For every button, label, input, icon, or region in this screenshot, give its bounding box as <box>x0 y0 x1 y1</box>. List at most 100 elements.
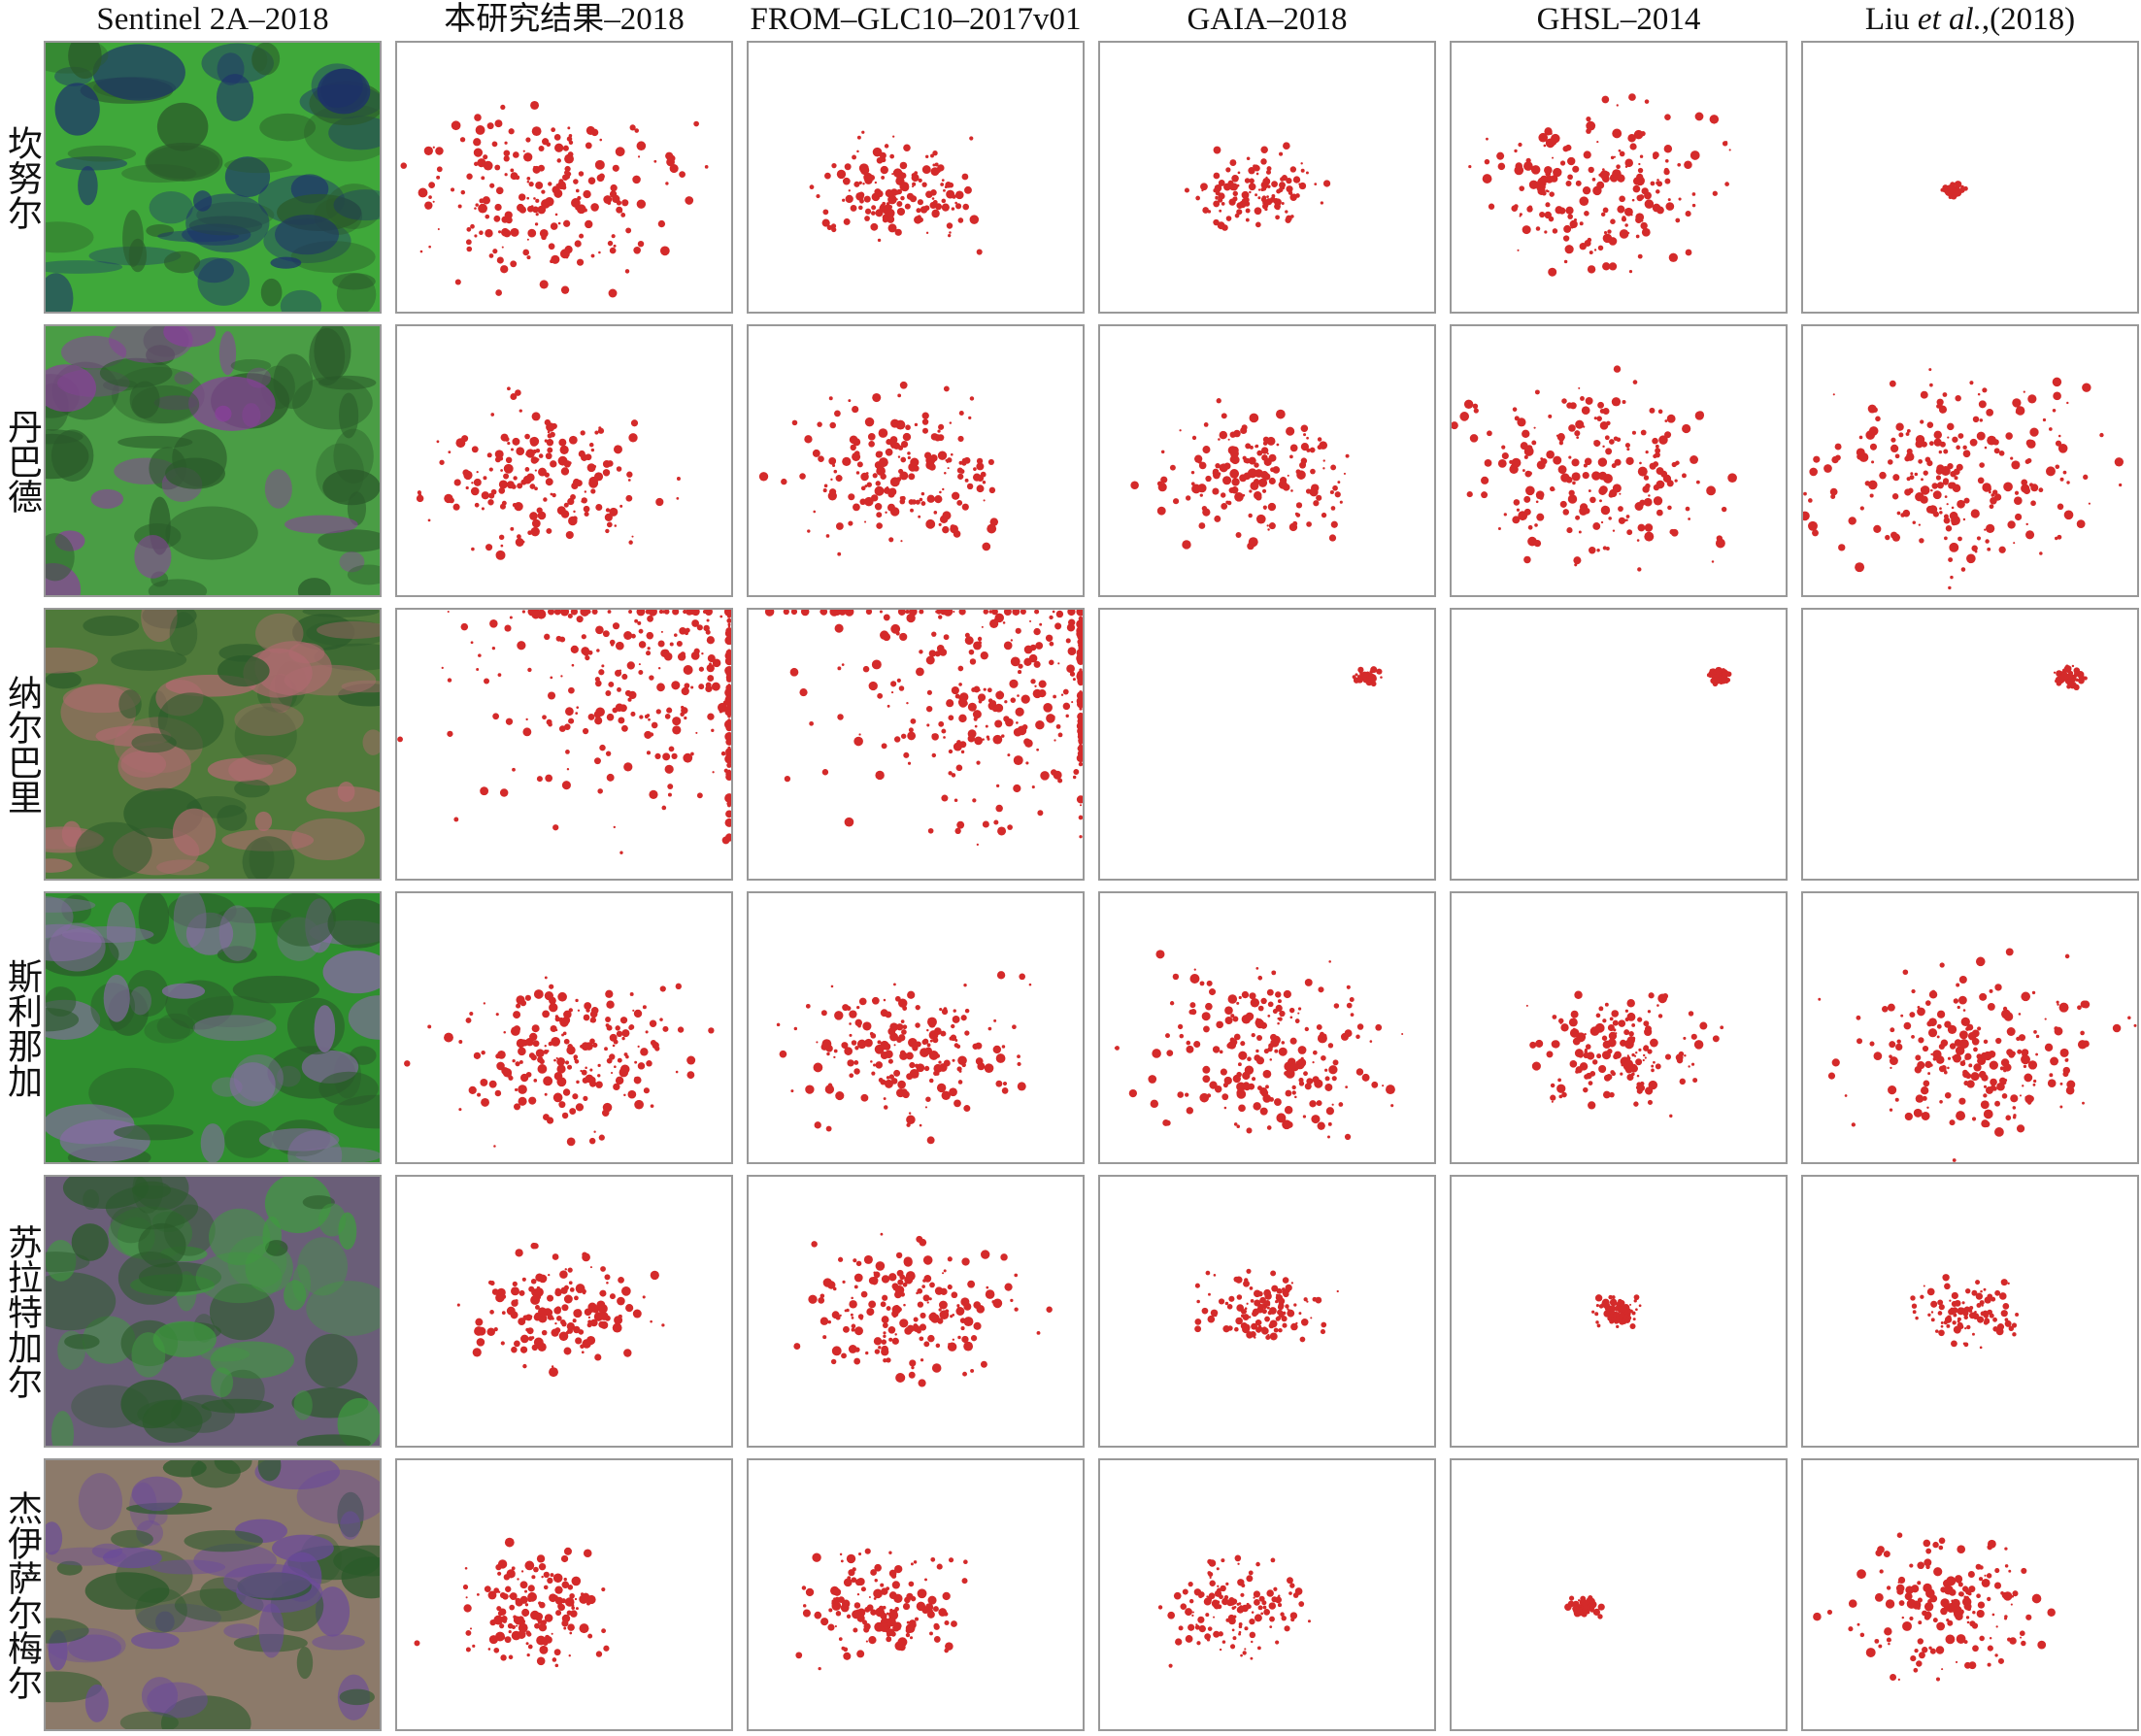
built-up-pixel <box>1501 451 1509 460</box>
built-up-pixel <box>905 424 911 431</box>
built-up-pixel <box>1297 1012 1300 1015</box>
built-up-pixel <box>933 1319 937 1323</box>
built-up-pixel <box>2049 1073 2054 1078</box>
built-up-pixel <box>849 435 858 445</box>
built-up-pixel <box>563 1294 573 1304</box>
built-up-pixel <box>1254 207 1262 216</box>
built-up-pixel <box>1649 462 1656 470</box>
built-up-pixel <box>609 1053 616 1060</box>
built-up-pixel <box>1214 184 1222 192</box>
built-up-pixel <box>1240 1314 1245 1319</box>
built-up-pixel <box>905 1627 912 1634</box>
built-up-pixel <box>1597 457 1608 467</box>
built-up-pixel <box>848 493 855 501</box>
built-up-pixel <box>528 181 534 187</box>
built-up-pixel <box>1469 434 1479 443</box>
built-up-pixel <box>921 1285 925 1288</box>
built-up-pixel <box>1943 514 1949 519</box>
built-up-pixel <box>724 793 731 803</box>
built-up-pixel <box>1221 224 1228 231</box>
built-up-pixel <box>1978 1070 1987 1079</box>
built-up-pixel <box>712 658 721 668</box>
built-up-pixel <box>1856 1015 1861 1020</box>
built-up-pixel <box>1984 446 1988 450</box>
built-up-pixel <box>1913 1108 1923 1118</box>
built-up-pixel <box>1813 455 1821 463</box>
built-up-pixel <box>1265 176 1268 179</box>
built-up-pixel <box>1611 463 1617 469</box>
built-up-pixel <box>2014 490 2020 495</box>
built-up-pixel <box>1589 1070 1596 1077</box>
built-up-pixel <box>853 1357 861 1365</box>
built-up-pixel <box>1287 474 1289 477</box>
built-up-pixel <box>1942 478 1950 484</box>
built-up-pixel <box>1215 190 1221 196</box>
built-up-pixel <box>558 725 566 732</box>
image-texture <box>46 260 123 274</box>
built-up-pixel <box>725 751 731 758</box>
built-up-pixel <box>1304 1026 1309 1032</box>
built-up-pixel <box>900 540 903 543</box>
built-up-pixel <box>500 1341 505 1346</box>
built-up-pixel <box>526 238 529 241</box>
built-up-pixel <box>663 651 673 661</box>
built-up-pixel <box>866 1308 875 1317</box>
image-texture <box>297 1237 349 1296</box>
built-up-pixel <box>581 500 584 503</box>
built-up-pixel <box>2019 1094 2022 1097</box>
image-texture <box>83 616 140 636</box>
built-up-pixel <box>625 1304 634 1313</box>
built-up-pixel <box>516 1624 519 1627</box>
built-up-pixel <box>916 1328 921 1334</box>
built-up-pixel <box>547 1577 553 1585</box>
built-up-pixel <box>1543 144 1547 148</box>
built-up-pixel <box>1523 161 1533 171</box>
built-up-pixel <box>1574 430 1581 437</box>
built-up-pixel <box>1548 414 1553 418</box>
built-up-pixel <box>1332 1059 1339 1066</box>
built-up-pixel <box>1282 1311 1287 1316</box>
built-up-pixel <box>1593 417 1597 420</box>
built-up-pixel <box>681 686 689 696</box>
built-up-pixel <box>872 473 878 479</box>
built-up-pixel <box>1869 493 1874 498</box>
built-up-pixel <box>561 1581 570 1589</box>
built-up-pixel <box>1563 259 1568 264</box>
built-up-pixel <box>931 631 937 637</box>
built-up-pixel <box>1169 1001 1175 1006</box>
built-up-pixel <box>582 1288 586 1294</box>
built-up-pixel <box>1261 488 1267 493</box>
built-up-pixel <box>1065 714 1069 718</box>
built-up-pixel <box>1295 502 1303 509</box>
built-up-pixel <box>1484 458 1492 467</box>
built-up-pixel <box>881 1316 889 1324</box>
built-up-pixel <box>1574 990 1583 999</box>
built-up-pixel <box>470 641 474 645</box>
built-up-pixel <box>2000 1279 2008 1286</box>
built-up-pixel <box>1289 1037 1297 1045</box>
built-up-pixel <box>676 477 681 482</box>
built-up-pixel <box>538 1562 547 1571</box>
built-up-pixel <box>1838 544 1846 551</box>
built-up-pixel <box>1229 1037 1235 1043</box>
built-up-pixel <box>1972 416 1980 423</box>
built-up-pixel <box>1488 203 1495 210</box>
image-texture <box>46 562 82 595</box>
built-up-pixel <box>550 431 555 438</box>
built-up-pixel <box>951 1620 957 1627</box>
built-up-pixel <box>877 692 884 699</box>
built-up-pixel <box>1571 458 1580 467</box>
built-up-pixel <box>851 1327 855 1332</box>
built-up-pixel <box>1556 434 1559 437</box>
built-up-pixel <box>1213 1274 1217 1277</box>
built-up-pixel <box>1078 712 1083 718</box>
built-up-pixel <box>853 181 860 187</box>
built-up-pixel <box>903 1256 913 1266</box>
built-up-pixel <box>1910 1295 1916 1301</box>
built-up-pixel <box>545 452 552 460</box>
built-up-pixel <box>812 449 820 457</box>
built-up-pixel <box>612 622 620 630</box>
built-up-pixel <box>493 1327 498 1332</box>
built-up-pixel <box>1029 644 1037 651</box>
built-up-pixel <box>878 1346 882 1350</box>
